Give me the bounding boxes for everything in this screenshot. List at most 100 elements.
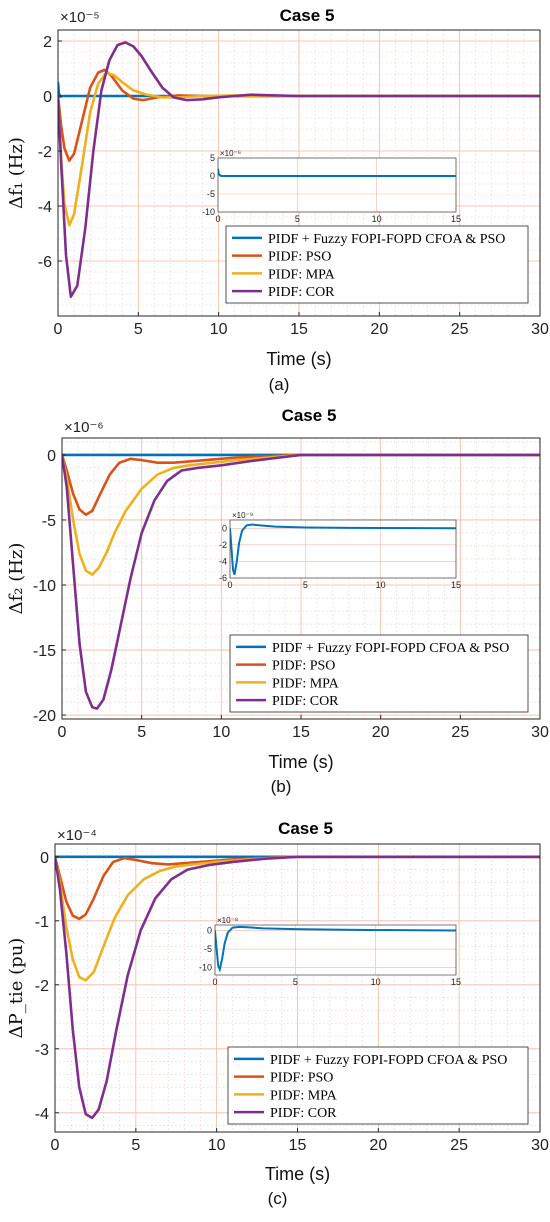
inset-y-tick-label: -5 [204, 944, 212, 954]
inset-multiplier: ×10⁻⁶ [220, 149, 241, 158]
legend-label: PIDF: PSO [272, 659, 335, 674]
inset-series-line-0 [218, 168, 456, 177]
y-tick-label: -1 [35, 914, 49, 931]
inset-x-tick-label: 0 [215, 214, 220, 224]
x-tick-label: 5 [137, 724, 146, 741]
y-multiplier: ×10⁻⁴ [57, 827, 97, 844]
y-tick-label: -4 [38, 199, 52, 216]
x-tick-label: 30 [531, 321, 549, 338]
y-tick-label: 0 [43, 89, 52, 106]
inset-x-tick-label: 5 [295, 214, 300, 224]
figure-caption: (b) [271, 777, 292, 796]
x-tick-label: 5 [131, 1137, 140, 1154]
y-multiplier: ×10⁻⁵ [60, 9, 100, 26]
x-tick-label: 30 [531, 1137, 549, 1154]
x-tick-label: 25 [451, 321, 469, 338]
x-tick-label: 15 [292, 724, 310, 741]
legend: PIDF + Fuzzy FOPI-FOPD CFOA & PSO PIDF: P… [225, 225, 529, 304]
x-tick-label: 0 [58, 724, 67, 741]
inset-x-tick-label: 0 [227, 580, 232, 590]
legend-label: PIDF: MPA [272, 676, 340, 691]
legend-label: PIDF: COR [272, 694, 339, 709]
inset-y-tick-label: -2 [219, 540, 227, 550]
series-line-1 [62, 453, 540, 517]
y-tick-label: -10 [33, 578, 56, 595]
inset-plot-area [215, 925, 456, 975]
legend-label: PIDF: MPA [268, 267, 336, 282]
series-line-2 [62, 453, 540, 576]
inset-x-tick-label: 10 [371, 977, 381, 987]
inset-y-tick-label: 5 [210, 153, 215, 163]
x-tick-label: 10 [208, 1137, 226, 1154]
legend-label: PIDF: MPA [270, 1088, 338, 1103]
y-tick-label: -2 [35, 978, 49, 995]
y-tick-label: -15 [33, 643, 56, 660]
inset-x-tick-label: 10 [376, 580, 386, 590]
x-tick-label: 30 [531, 724, 549, 741]
legend-label: PIDF: COR [270, 1106, 337, 1121]
inset-axes-box [217, 157, 457, 213]
inset-y-tick-label: -4 [219, 556, 227, 566]
x-axis-label: Time (s) [268, 752, 333, 772]
legend-label: PIDF + Fuzzy FOPI-FOPD CFOA & PSO [272, 641, 509, 656]
x-tick-label: 15 [290, 321, 308, 338]
inset-series-line-0 [230, 523, 456, 575]
figure-caption: (c) [268, 1189, 288, 1208]
legend-label: PIDF: PSO [268, 250, 331, 265]
x-tick-label: 5 [134, 321, 143, 338]
y-tick-label: 0 [47, 448, 56, 465]
chart-title: Case 5 [282, 406, 337, 425]
inset-x-tick-label: 5 [293, 977, 298, 987]
inset-multiplier: ×10⁻⁹ [232, 511, 253, 520]
inset-y-tick-label: -10 [202, 207, 215, 217]
inset-chart: 0 5 10 15 0 -5 -10 ×10⁻⁸ [199, 916, 461, 987]
inset-chart: 0 5 10 15 0 -2 -4 -6 ×10⁻⁹ [219, 511, 461, 590]
y-tick-label: -5 [42, 513, 56, 530]
inset-x-tick-label: 0 [212, 977, 217, 987]
inset-y-tick-label: -5 [207, 189, 215, 199]
x-tick-label: 25 [450, 1137, 468, 1154]
chart-title: Case 5 [280, 6, 335, 25]
y-multiplier: ×10⁻⁶ [64, 419, 104, 436]
inset-x-tick-label: 15 [451, 214, 461, 224]
inset-axes-box [214, 924, 457, 976]
x-tick-label: 10 [212, 724, 230, 741]
legend-box [225, 225, 529, 304]
legend: PIDF + Fuzzy FOPI-FOPD CFOA & PSO PIDF: P… [227, 1046, 529, 1125]
y-tick-label: 2 [43, 34, 52, 51]
legend-label: PIDF + Fuzzy FOPI-FOPD CFOA & PSO [268, 232, 505, 247]
series-line-3 [62, 453, 540, 710]
series-line-3 [58, 41, 540, 299]
legend-label: PIDF: PSO [270, 1071, 333, 1086]
legend-box [229, 634, 529, 713]
inset-y-tick-label: 0 [222, 523, 227, 533]
y-tick-label: -4 [35, 1106, 49, 1123]
inset-x-tick-label: 15 [451, 580, 461, 590]
inset-y-tick-label: -6 [219, 573, 227, 583]
inset-series-line-0 [215, 925, 456, 973]
legend-label: PIDF: COR [268, 285, 335, 300]
x-tick-label: 15 [289, 1137, 307, 1154]
chart-title: Case 5 [278, 819, 333, 838]
series-line-3 [55, 855, 540, 1120]
legend-label: PIDF + Fuzzy FOPI-FOPD CFOA & PSO [270, 1053, 507, 1068]
inset-y-tick-label: -10 [199, 963, 212, 973]
inset-x-tick-label: 5 [303, 580, 308, 590]
x-tick-label: 10 [210, 321, 228, 338]
inset-x-tick-label: 15 [451, 977, 461, 987]
y-axis-label: ΔP_tie (pu) [6, 938, 27, 1039]
inset-x-tick-label: 10 [372, 214, 382, 224]
inset-plot-area [230, 520, 456, 578]
y-tick-label: 0 [40, 850, 49, 867]
x-axis-label: Time (s) [265, 1164, 330, 1184]
inset-chart: 0 5 10 15 5 0 -5 -10 ×10⁻⁶ [202, 149, 461, 224]
x-tick-label: 25 [451, 724, 469, 741]
x-tick-label: 0 [51, 1137, 60, 1154]
x-tick-label: 20 [370, 321, 388, 338]
inset-y-tick-label: 0 [207, 926, 212, 936]
y-axis-label: Δf₂ (Hz) [6, 543, 27, 615]
